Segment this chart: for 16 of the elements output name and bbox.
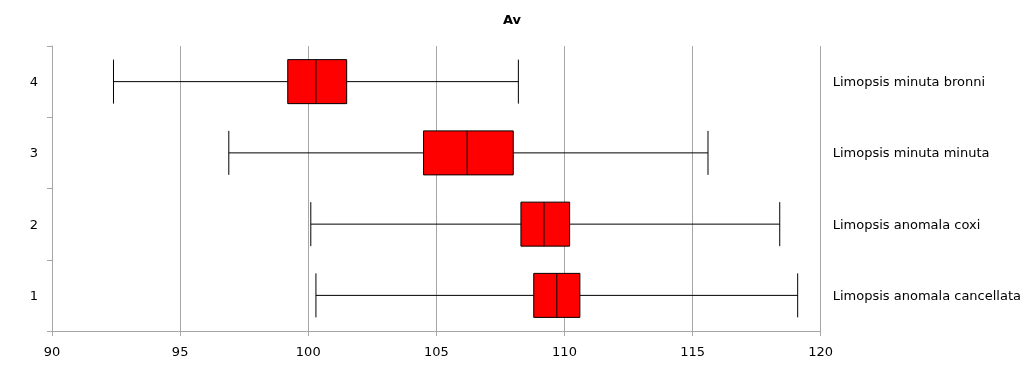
- y-tick-label: 1: [29, 287, 38, 303]
- y-tick-label: 3: [29, 145, 38, 161]
- y2-tick-label: Limopsis anomala coxi: [832, 216, 981, 232]
- y-tick-label: 4: [29, 74, 38, 90]
- y2-tick-label: Limopsis minuta bronni: [832, 74, 986, 90]
- x-tick-label: 115: [680, 344, 706, 359]
- x-tick-label: 95: [171, 344, 189, 359]
- chart-title: Av: [502, 12, 522, 27]
- x-tick-label: 100: [295, 344, 321, 359]
- x-tick-label: 110: [552, 344, 577, 359]
- y2-tick-label: Limopsis minuta minuta: [832, 145, 990, 161]
- x-tick-label: 120: [808, 344, 834, 359]
- x-tick-label: 90: [43, 344, 61, 359]
- y2-tick-label: Limopsis anomala cancellata: [832, 287, 1021, 303]
- y-tick-label: 2: [29, 216, 38, 232]
- x-tick-label: 105: [423, 344, 449, 359]
